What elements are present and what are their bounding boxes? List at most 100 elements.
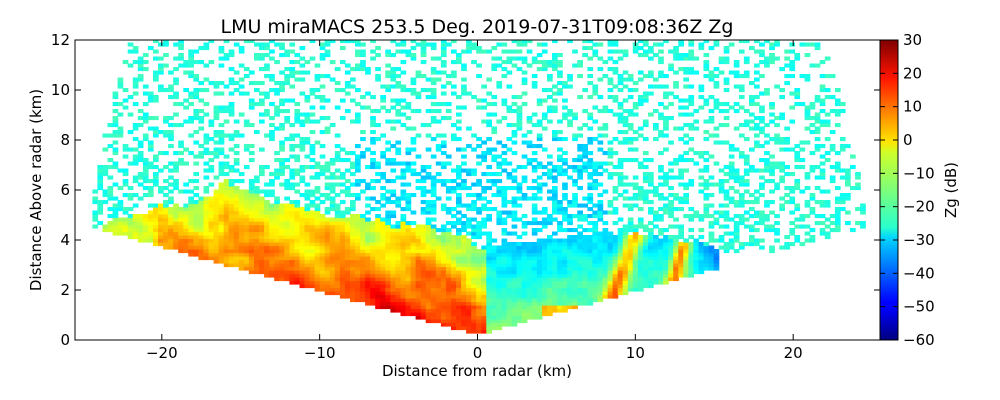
reflectivity-cell	[238, 231, 245, 236]
reflectivity-cell	[445, 42, 452, 47]
reflectivity-cell	[547, 312, 553, 317]
reflectivity-cell	[461, 88, 467, 93]
reflectivity-cell	[203, 214, 210, 219]
reflectivity-cell	[814, 126, 821, 131]
reflectivity-cell	[375, 53, 381, 58]
reflectivity-cell	[582, 151, 588, 156]
reflectivity-cell	[299, 270, 306, 275]
reflectivity-cell	[324, 130, 331, 135]
reflectivity-cell	[294, 112, 301, 117]
reflectivity-cell	[430, 266, 437, 271]
reflectivity-cell	[430, 77, 437, 82]
reflectivity-cell	[597, 231, 604, 236]
reflectivity-cell	[355, 102, 361, 107]
reflectivity-cell	[466, 308, 472, 313]
reflectivity-cell	[415, 172, 422, 177]
reflectivity-cell	[395, 252, 402, 257]
reflectivity-cell	[259, 98, 265, 103]
reflectivity-cell	[673, 270, 679, 275]
reflectivity-cell	[173, 112, 179, 117]
reflectivity-cell	[228, 147, 235, 152]
reflectivity-cell	[486, 249, 492, 254]
reflectivity-cell	[592, 256, 599, 261]
reflectivity-cell	[375, 165, 381, 170]
reflectivity-cell	[754, 210, 760, 215]
reflectivity-cell	[451, 294, 457, 299]
reflectivity-cell	[536, 263, 543, 268]
reflectivity-cell	[163, 224, 169, 229]
reflectivity-cell	[339, 284, 346, 289]
reflectivity-cell	[299, 165, 306, 170]
reflectivity-cell	[445, 294, 452, 299]
reflectivity-cell	[582, 259, 588, 264]
reflectivity-cell	[733, 70, 740, 75]
reflectivity-cell	[794, 151, 801, 156]
reflectivity-cell	[703, 182, 710, 187]
reflectivity-cell	[466, 40, 472, 44]
reflectivity-cell	[491, 207, 498, 212]
reflectivity-cell	[309, 56, 316, 61]
reflectivity-cell	[708, 193, 715, 198]
reflectivity-cell	[663, 182, 669, 187]
reflectivity-cell	[420, 245, 427, 250]
reflectivity-cell	[365, 70, 371, 75]
reflectivity-cell	[668, 63, 674, 68]
reflectivity-cell	[218, 81, 225, 86]
reflectivity-cell	[521, 287, 528, 292]
reflectivity-cell	[708, 252, 715, 257]
reflectivity-cell	[703, 158, 710, 163]
reflectivity-cell	[112, 116, 119, 121]
reflectivity-cell	[279, 256, 285, 261]
reflectivity-cell	[279, 273, 285, 278]
reflectivity-cell	[582, 196, 588, 201]
reflectivity-cell	[541, 263, 548, 268]
reflectivity-cell	[339, 116, 346, 121]
reflectivity-cell	[531, 74, 538, 79]
reflectivity-cell	[486, 242, 492, 247]
reflectivity-cell	[774, 140, 780, 145]
reflectivity-cell	[390, 77, 397, 82]
reflectivity-cell	[658, 245, 664, 250]
reflectivity-cell	[486, 270, 492, 275]
reflectivity-cell	[557, 168, 563, 173]
reflectivity-cell	[395, 231, 402, 236]
reflectivity-cell	[511, 298, 518, 303]
reflectivity-cell	[496, 280, 503, 285]
reflectivity-cell	[612, 221, 619, 226]
reflectivity-cell	[476, 291, 482, 296]
reflectivity-cell	[658, 165, 664, 170]
reflectivity-cell	[314, 95, 321, 100]
reflectivity-cell	[481, 322, 487, 327]
reflectivity-cell	[496, 259, 503, 264]
reflectivity-cell	[754, 123, 760, 128]
reflectivity-cell	[552, 284, 558, 289]
reflectivity-cell	[385, 210, 391, 215]
reflectivity-cell	[476, 259, 482, 264]
reflectivity-cell	[400, 40, 407, 44]
reflectivity-cell	[547, 284, 553, 289]
reflectivity-cell	[203, 252, 210, 257]
reflectivity-cell	[622, 116, 629, 121]
reflectivity-cell	[360, 151, 366, 156]
reflectivity-cell	[223, 133, 230, 138]
reflectivity-cell	[597, 193, 604, 198]
reflectivity-cell	[405, 126, 412, 131]
reflectivity-cell	[223, 154, 230, 159]
reflectivity-cell	[314, 63, 321, 68]
reflectivity-cell	[355, 88, 361, 93]
reflectivity-cell	[385, 221, 391, 226]
reflectivity-cell	[688, 270, 695, 275]
reflectivity-cell	[547, 301, 553, 306]
reflectivity-cell	[536, 242, 543, 247]
reflectivity-cell	[597, 95, 604, 100]
reflectivity-cell	[324, 161, 331, 166]
reflectivity-cell	[329, 256, 336, 261]
reflectivity-cell	[789, 63, 796, 68]
reflectivity-cell	[350, 284, 356, 289]
reflectivity-cell	[617, 102, 624, 107]
reflectivity-cell	[531, 301, 538, 306]
reflectivity-cell	[445, 102, 452, 107]
reflectivity-cell	[228, 67, 235, 72]
reflectivity-cell	[648, 70, 654, 75]
reflectivity-cell	[243, 266, 250, 271]
